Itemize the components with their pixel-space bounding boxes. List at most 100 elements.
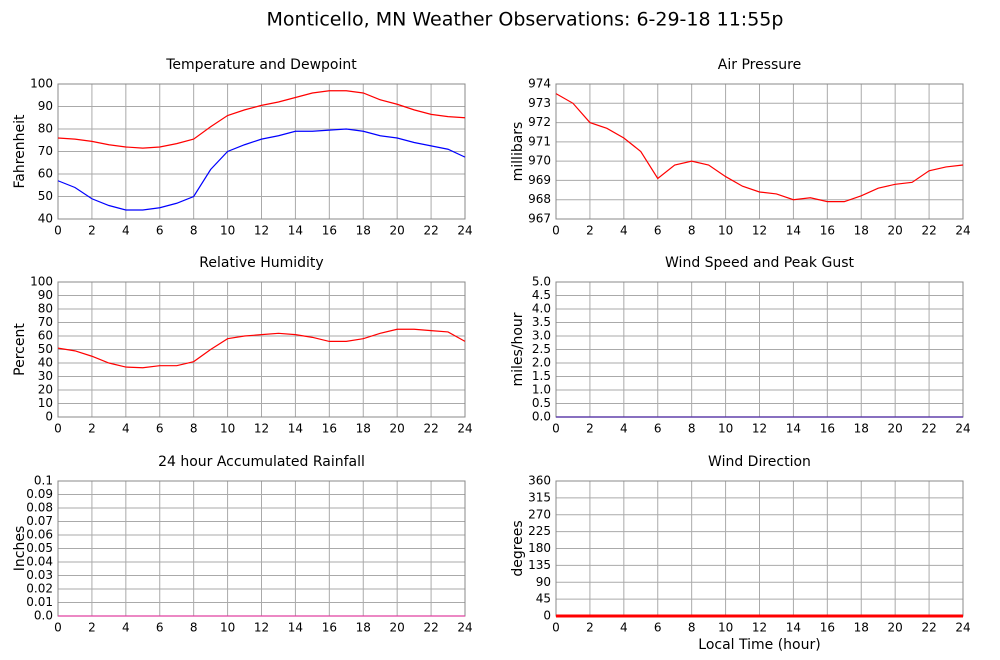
x-tick-label: 20 <box>888 224 903 238</box>
data-line <box>57 328 466 369</box>
x-tick-label: 24 <box>955 224 970 238</box>
x-tick-label: 16 <box>820 224 835 238</box>
x-tick-label: 10 <box>220 224 235 238</box>
y-tick-label: 360 <box>528 474 551 488</box>
x-tick-label: 8 <box>688 621 696 635</box>
x-tick-label: 8 <box>190 224 198 238</box>
y-tick-label: 4.0 <box>532 302 551 316</box>
data-line <box>555 93 964 203</box>
x-tick-label: 24 <box>955 422 970 436</box>
y-tick-label: 50 <box>38 189 53 203</box>
y-tick-label: 0.08 <box>26 501 53 515</box>
y-tick-label: 1.5 <box>532 369 551 383</box>
y-tick-label: 3.5 <box>532 315 551 329</box>
y-tick-label: 80 <box>38 122 53 136</box>
y-tick-label: 4.5 <box>532 288 551 302</box>
x-tick-label: 22 <box>423 621 438 635</box>
y-tick-label: 270 <box>528 507 551 521</box>
y-tick-label: 0.09 <box>26 487 53 501</box>
x-tick-label: 4 <box>122 224 130 238</box>
y-tick-label: 60 <box>38 167 53 181</box>
x-tick-label: 14 <box>786 224 801 238</box>
page-title: Monticello, MN Weather Observations: 6-2… <box>267 9 784 31</box>
y-tick-label: 135 <box>528 558 551 572</box>
x-tick-label: 10 <box>718 422 733 436</box>
x-tick-label: 18 <box>854 621 869 635</box>
y-tick-label: 60 <box>38 329 53 343</box>
x-tick-label: 2 <box>586 422 594 436</box>
y-tick-label: 90 <box>38 99 53 113</box>
x-tick-label: 6 <box>156 224 164 238</box>
y-tick-label: 90 <box>38 288 53 302</box>
x-tick-label: 16 <box>820 621 835 635</box>
plot-border <box>57 281 466 418</box>
plot-border <box>57 83 466 220</box>
y-tick-label: 0.0 <box>532 410 551 424</box>
y-tick-label: 0.06 <box>26 528 53 542</box>
x-tick-label: 2 <box>586 224 594 238</box>
x-tick-label: 4 <box>620 621 628 635</box>
y-tick-label: 90 <box>536 575 551 589</box>
x-tick-label: 14 <box>786 621 801 635</box>
x-tick-label: 14 <box>288 422 303 436</box>
y-tick-label: 20 <box>38 383 53 397</box>
y-tick-label: 0.1 <box>34 474 53 488</box>
plot-border <box>555 83 964 220</box>
x-tick-label: 18 <box>854 422 869 436</box>
x-tick-label: 18 <box>356 621 371 635</box>
y-axis-label: millibars <box>510 122 526 182</box>
y-tick-label: 0 <box>45 410 53 424</box>
x-tick-label: 20 <box>888 621 903 635</box>
x-tick-label: 12 <box>254 422 269 436</box>
x-tick-label: 2 <box>88 621 96 635</box>
y-tick-label: 100 <box>30 275 53 289</box>
y-tick-label: 0.5 <box>532 396 551 410</box>
x-tick-label: 12 <box>752 224 767 238</box>
y-tick-label: 10 <box>38 396 53 410</box>
x-tick-label: 14 <box>786 422 801 436</box>
x-tick-label: 2 <box>586 621 594 635</box>
chart-title: Wind Direction <box>708 454 811 470</box>
x-tick-label: 12 <box>752 621 767 635</box>
y-tick-label: 100 <box>30 77 53 91</box>
x-tick-label: 2 <box>88 422 96 436</box>
y-tick-label: 973 <box>528 96 551 110</box>
y-tick-label: 0.07 <box>26 514 53 528</box>
x-tick-label: 20 <box>390 621 405 635</box>
x-tick-label: 22 <box>423 224 438 238</box>
y-tick-label: 40 <box>38 356 53 370</box>
chart-title: Air Pressure <box>718 57 801 73</box>
y-axis-label: degrees <box>510 520 526 576</box>
x-tick-label: 8 <box>190 422 198 436</box>
x-tick-label: 12 <box>752 422 767 436</box>
y-tick-label: 0.0 <box>34 609 53 623</box>
x-tick-label: 10 <box>718 224 733 238</box>
x-tick-label: 12 <box>254 224 269 238</box>
x-tick-label: 22 <box>921 422 936 436</box>
y-tick-label: 972 <box>528 115 551 129</box>
x-tick-label: 4 <box>620 422 628 436</box>
y-tick-label: 30 <box>38 369 53 383</box>
x-tick-label: 22 <box>921 621 936 635</box>
x-tick-label: 18 <box>356 224 371 238</box>
y-tick-label: 0.01 <box>26 595 53 609</box>
x-tick-label: 10 <box>220 621 235 635</box>
x-tick-label: 20 <box>888 422 903 436</box>
x-tick-label: 0 <box>54 621 62 635</box>
y-axis-label: Inches <box>12 526 28 571</box>
chart-title: Temperature and Dewpoint <box>165 57 357 73</box>
x-tick-label: 2 <box>88 224 96 238</box>
x-tick-label: 24 <box>457 621 472 635</box>
chart-title: Relative Humidity <box>199 255 323 271</box>
x-tick-label: 6 <box>654 621 662 635</box>
x-tick-label: 14 <box>288 621 303 635</box>
x-tick-label: 20 <box>390 422 405 436</box>
y-tick-label: 225 <box>528 524 551 538</box>
x-tick-label: 8 <box>688 224 696 238</box>
data-line <box>57 128 466 211</box>
y-tick-label: 50 <box>38 342 53 356</box>
x-tick-label: 24 <box>955 621 970 635</box>
x-tick-label: 18 <box>854 224 869 238</box>
